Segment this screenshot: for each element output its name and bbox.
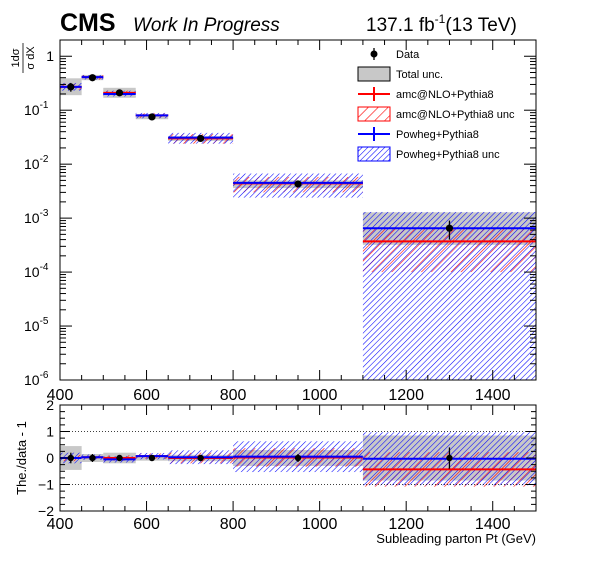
legend-powheg-unc-swatch	[357, 146, 391, 162]
main-x-tick-label: 800	[220, 387, 247, 404]
ratio-x-tick-label: 800	[220, 516, 247, 533]
data-point	[115, 89, 124, 97]
ratio-y-tick-label: 1	[46, 424, 54, 440]
data-point	[67, 83, 75, 91]
main-y-tick-label: 10-5	[24, 316, 49, 334]
legend-entry: Powheg+Pythia8	[358, 127, 479, 141]
legend-entry: Total unc.	[357, 66, 443, 82]
legend-label: Powheg+Pythia8 unc	[396, 149, 500, 161]
y-label-denominator: σ dX	[25, 46, 37, 70]
cms-label: CMS	[60, 9, 116, 37]
legend-entry: amc@NLO+Pythia8 unc	[357, 106, 515, 122]
legend-label: amc@NLO+Pythia8 unc	[396, 109, 515, 121]
legend-label: Data	[396, 49, 420, 61]
main-y-tick-label: 10-3	[24, 208, 49, 226]
ratio-y-tick-label: −2	[38, 503, 54, 519]
ratio-x-tick-label: 600	[133, 516, 160, 533]
main-plot-area	[60, 74, 536, 380]
ratio-y-tick-label: −1	[38, 477, 54, 493]
legend-entry: amc@NLO+Pythia8	[358, 87, 494, 101]
legend-label: Powheg+Pythia8	[396, 129, 479, 141]
ratio-x-tick-label: 1400	[475, 516, 511, 533]
legend-entry: Powheg+Pythia8 unc	[357, 146, 500, 162]
ratio-y-tick-label: 0	[46, 450, 54, 466]
main-x-tick-label: 1000	[302, 387, 338, 404]
data-point	[294, 180, 302, 188]
main-y-tick-label: 1	[46, 48, 54, 64]
ratio-x-tick-label: 1000	[302, 516, 338, 533]
ratio-data-point	[197, 454, 204, 462]
data-point	[88, 74, 97, 82]
legend-amcnlo-unc-swatch	[357, 106, 391, 122]
main-y-tick-label: 10-2	[24, 154, 49, 172]
ratio-plot-area	[60, 431, 536, 487]
main-y-tick-label: 10-1	[24, 100, 49, 118]
ratio-x-tick-label: 1200	[388, 516, 424, 533]
ratio-data-point	[294, 454, 302, 462]
y-label-numerator: 1dσ	[10, 48, 22, 67]
ratio-axes: 400 600 800 1000 1200 1400 −2 −1 0 1 2	[38, 397, 537, 533]
main-x-tick-label: 400	[47, 387, 74, 404]
powheg-unc-band	[362, 211, 536, 380]
data-point	[197, 134, 205, 143]
ratio-data-point	[89, 454, 96, 462]
legend-entry: Data	[370, 48, 420, 61]
main-y-tick-label: 10-4	[24, 262, 49, 280]
luminosity-label: 137.1 fb-1(13 TeV)	[366, 12, 517, 36]
main-axes: 400 600 800 1000 1200 1400 10-6 10-5 10-4 10-3 10-…	[24, 39, 537, 404]
x-axis-label: Subleading parton Pt (GeV)	[376, 531, 536, 546]
data-point	[445, 224, 454, 232]
ratio-data-point	[446, 454, 453, 462]
main-y-axis-label: 1dσ σ dX	[10, 43, 37, 73]
main-x-tick-label: 1200	[388, 387, 424, 404]
ratio-y-axis-label: The./data - 1	[14, 421, 29, 495]
main-x-tick-label: 600	[133, 387, 160, 404]
data-point	[148, 113, 156, 121]
legend-total-unc-swatch	[357, 66, 391, 82]
ratio-data-point	[67, 454, 75, 462]
legend: Data Total unc. amc@NLO+Pythia8 amc@NLO+Pyt…	[357, 48, 515, 162]
ratio-data-point	[148, 454, 156, 462]
ratio-panel: 400 600 800 1000 1200 1400 −2 −1 0 1 2 The./data -…	[14, 397, 537, 546]
ratio-data-point	[116, 454, 123, 462]
main-panel: 400 600 800 1000 1200 1400 10-6 10-5 10-4 10-3 10-…	[10, 39, 537, 404]
status-label: Work In Progress	[133, 15, 280, 36]
legend-label: amc@NLO+Pythia8	[396, 89, 494, 101]
main-y-tick-label: 10-6	[24, 370, 49, 388]
legend-data-marker	[370, 50, 378, 58]
ratio-y-tick-label: 2	[46, 397, 54, 413]
main-x-tick-label: 1400	[475, 387, 511, 404]
ratio-x-tick-label: 400	[47, 516, 74, 533]
legend-label: Total unc.	[396, 69, 443, 81]
